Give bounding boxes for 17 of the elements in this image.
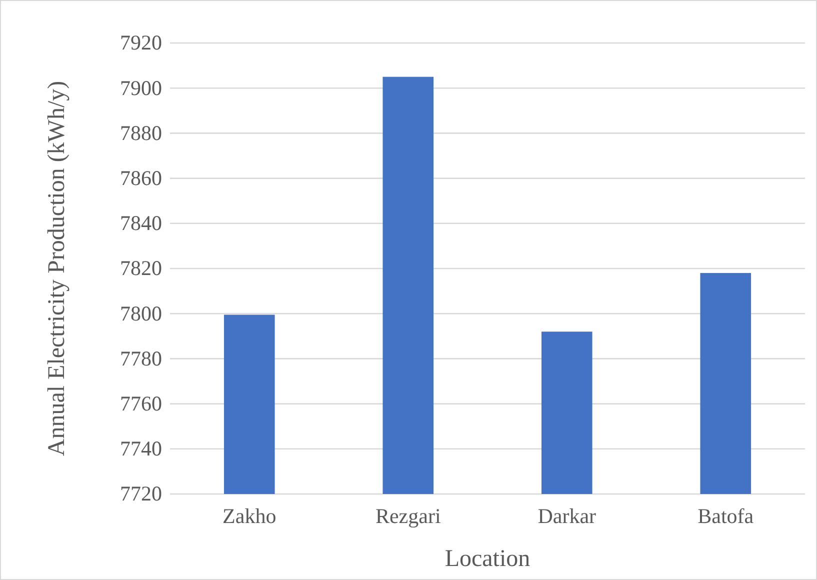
x-axis-title: Location (444, 546, 530, 572)
y-tick-label: 7820 (120, 256, 162, 280)
x-tick-label: Batofa (698, 504, 754, 528)
y-tick-label: 7920 (120, 30, 162, 55)
x-tick-label: Rezgari (375, 504, 441, 528)
x-tick-label: Darkar (538, 504, 596, 528)
y-tick-label: 7740 (120, 436, 162, 461)
y-tick-label: 7800 (120, 301, 162, 326)
y-tick-label: 7720 (120, 482, 162, 506)
x-tick-label: Zakho (222, 504, 276, 528)
y-tick-label: 7760 (120, 392, 162, 416)
y-tick-label: 7900 (120, 76, 162, 100)
y-tick-label: 7840 (120, 211, 162, 236)
y-tick-label: 7780 (120, 346, 162, 370)
y-axis-title: Annual Electricity Production (kWh/y) (44, 80, 70, 456)
y-tick-label: 7860 (120, 166, 162, 190)
y-tick-label: 7880 (120, 120, 162, 145)
